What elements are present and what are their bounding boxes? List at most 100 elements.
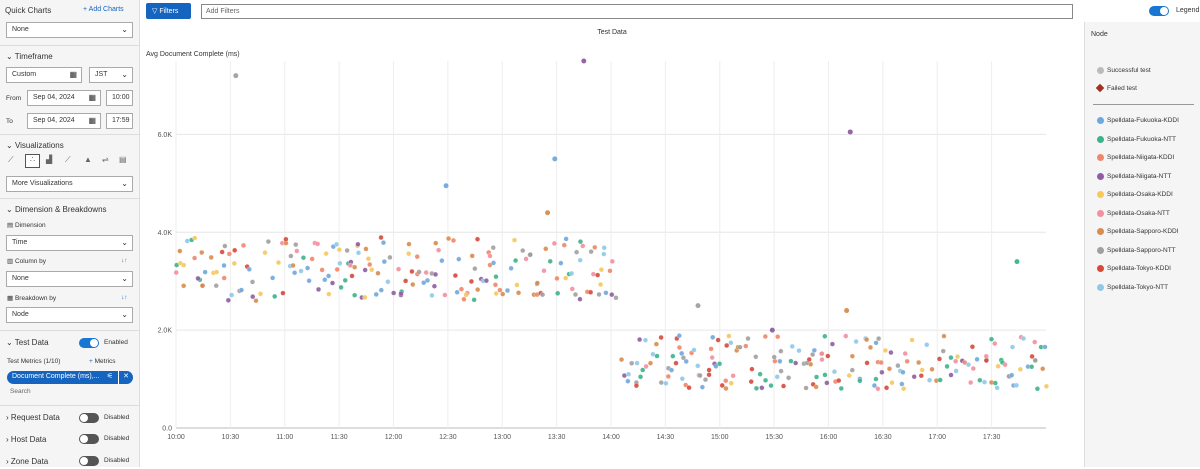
chevron-down-icon: ⌄ (121, 310, 128, 319)
quick-charts-select[interactable]: None ⌄ (6, 22, 133, 38)
data-point (298, 268, 304, 274)
legend-item[interactable]: Spelldata-Sapporo-NTT (1097, 246, 1176, 254)
test-data-header[interactable]: ⌄ Test Data (6, 338, 133, 347)
data-point (543, 246, 549, 252)
to-date-value: Sep 04, 2024 (33, 117, 75, 124)
settings-icon[interactable]: ⚟ (106, 373, 113, 380)
legend-item[interactable]: Spelldata-Tokyo-NTT (1097, 283, 1168, 291)
zone-data-toggle[interactable] (79, 456, 99, 466)
data-point (637, 337, 643, 343)
visualizations-header[interactable]: ⌄ Visualizations (6, 141, 133, 150)
timeframe-select[interactable]: Custom ▦ (6, 67, 82, 83)
scatter-icon[interactable]: ∴ (25, 154, 40, 168)
data-point (577, 296, 583, 302)
add-metrics-button[interactable]: + Metrics (89, 358, 116, 365)
data-point (246, 266, 252, 272)
y-tick-label: 4.0K (158, 230, 173, 237)
data-point (983, 358, 989, 364)
legend-item[interactable]: Spelldata-Niigata-NTT (1097, 172, 1171, 180)
data-point (864, 360, 870, 366)
chevron-down-icon: ⌄ (121, 274, 128, 283)
legend-item[interactable]: Spelldata-Osaka-KDDI (1097, 191, 1173, 198)
legend-item[interactable]: Spelldata-Osaka-NTT (1097, 209, 1170, 217)
metric-chip[interactable]: Document Complete (ms),... ⚟ ✕ (7, 371, 133, 384)
more-visualizations-select[interactable]: More Visualizations ⌄ (6, 176, 133, 192)
calendar-icon: ▦ (88, 93, 96, 102)
add-charts-button[interactable]: + Add Charts (83, 6, 124, 13)
data-point (347, 262, 353, 268)
legend-panel: Node Successful test Failed test Spellda… (1084, 22, 1200, 467)
toggle-knob (80, 457, 88, 465)
data-point (199, 249, 205, 256)
to-date-field[interactable]: Sep 04, 2024 ▦ (27, 113, 101, 129)
data-point (944, 363, 950, 369)
data-point (825, 353, 831, 359)
data-point (778, 348, 784, 354)
legend-toggle[interactable] (1149, 6, 1169, 16)
metric-chip-label: Document Complete (ms),... (12, 373, 100, 380)
chevron-down-icon: ⌄ (121, 179, 128, 188)
legend-item[interactable]: Spelldata-Fukuoka-NTT (1097, 135, 1176, 143)
data-point (1013, 382, 1020, 388)
column-icon: ▥ (7, 258, 15, 265)
legend-item-label: Spelldata-Niigata-KDDI (1107, 154, 1175, 162)
data-point (257, 291, 264, 297)
data-point (709, 355, 715, 361)
area-icon[interactable]: ⟋ (65, 155, 71, 164)
chevron-down-icon: ⌄ (6, 141, 15, 150)
sort-icon[interactable]: ↓↑ (121, 294, 128, 301)
request-data-header[interactable]: › Request Data (6, 413, 133, 422)
data-point (595, 272, 601, 278)
data-point (723, 378, 729, 384)
legend-item[interactable]: Spelldata-Fukuoka-KDDI (1097, 117, 1179, 124)
data-point (780, 383, 787, 389)
filters-input[interactable]: Add Filters (201, 4, 1073, 19)
data-point (213, 283, 219, 289)
zone-data-header[interactable]: › Zone Data (6, 457, 133, 466)
data-point (513, 257, 519, 264)
sort-icon[interactable]: ↓↑ (121, 257, 128, 264)
data-point (352, 292, 358, 298)
test-data-toggle[interactable] (79, 338, 99, 348)
legend-item[interactable]: Spelldata-Niigata-KDDI (1097, 154, 1174, 161)
bar-chart-icon[interactable]: ▟ (46, 155, 53, 164)
breakdown-by-select[interactable]: Node ⌄ (6, 307, 133, 323)
from-date-field[interactable]: Sep 04, 2024 ▦ (27, 90, 101, 106)
data-point (849, 353, 855, 359)
request-data-toggle[interactable] (79, 413, 99, 423)
to-time-field[interactable]: 17:59 (106, 113, 133, 129)
metrics-search-input[interactable]: Search (10, 388, 31, 395)
data-point (811, 347, 817, 353)
legend-item[interactable]: Spelldata-Sapporo-KDDI (1097, 228, 1179, 235)
host-data-toggle[interactable] (79, 434, 99, 444)
data-point (775, 334, 781, 340)
timeframe-header[interactable]: ⌄ Timeframe (6, 52, 133, 61)
legend-label: Legend (1176, 7, 1200, 14)
request-data-title: Request Data (10, 413, 60, 422)
filters-button[interactable]: ▽ Filters (146, 3, 191, 19)
dimension-breakdowns-header[interactable]: ⌄ Dimension & Breakdowns (6, 205, 133, 214)
data-point (214, 269, 220, 275)
data-point (309, 256, 315, 262)
host-data-header[interactable]: › Host Data (6, 435, 133, 444)
table-icon[interactable]: ▤ (119, 155, 127, 164)
data-point (697, 373, 703, 379)
column-by-select[interactable]: None ⌄ (6, 271, 133, 287)
data-point (1029, 364, 1035, 370)
from-time-field[interactable]: 10:00 (106, 90, 133, 106)
close-icon[interactable]: ✕ (118, 371, 133, 384)
mountain-icon[interactable]: ▲ (84, 155, 92, 164)
line-chart-icon[interactable]: ⟋ (8, 155, 14, 164)
legend-item[interactable]: Spelldata-Tokyo-KDDI (1097, 265, 1171, 272)
data-point (695, 303, 701, 309)
data-point (472, 266, 478, 272)
data-point (1002, 362, 1008, 368)
legend-item-label: Spelldata-Sapporo-KDDI (1107, 228, 1179, 236)
timezone-select[interactable]: JST ⌄ (89, 67, 133, 83)
data-point (231, 260, 237, 266)
dimension-select[interactable]: Time ⌄ (6, 235, 133, 251)
data-point (625, 378, 631, 384)
data-point (554, 275, 560, 281)
combo-icon[interactable]: ⇌ (102, 155, 109, 164)
